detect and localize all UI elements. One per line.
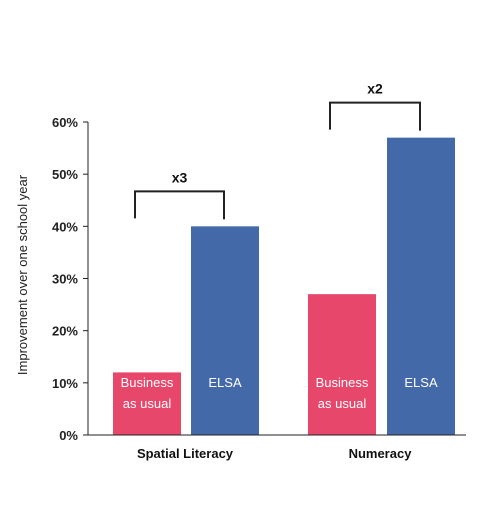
multiplier-annotation: x2 — [367, 81, 383, 97]
bars-layer — [113, 137, 455, 435]
bar-series-label: Business as usual — [121, 375, 174, 411]
y-tick-label: 60% — [52, 115, 78, 130]
y-tick-label: 30% — [52, 272, 78, 287]
y-ticks-layer: 0% 10% 20% 30% 40% 50% 60% — [52, 115, 88, 443]
bar-elsa-numeracy — [387, 137, 455, 435]
y-tick-label: 10% — [52, 376, 78, 391]
brackets-layer: x3 x2 — [134, 81, 421, 220]
bar-series-label: Business as usual — [316, 375, 369, 411]
y-tick-label: 0% — [59, 428, 78, 443]
comparison-bracket — [329, 101, 421, 131]
comparison-bracket — [134, 190, 225, 220]
y-axis-label: Improvement over one school year — [15, 174, 30, 375]
bar-series-label: ELSA — [404, 375, 438, 390]
category-label-spatial-literacy: Spatial Literacy — [137, 446, 234, 461]
bar-business-as-usual-numeracy — [308, 294, 376, 435]
bar-series-label: ELSA — [208, 375, 242, 390]
y-tick-label: 20% — [52, 324, 78, 339]
y-tick-label: 50% — [52, 167, 78, 182]
y-tick-label: 40% — [52, 219, 78, 234]
bar-business-as-usual-spatial-literacy — [113, 372, 181, 435]
multiplier-annotation: x3 — [172, 169, 188, 185]
bar-labels-layer: Business as usual ELSA Business as usual ELSA — [121, 375, 438, 411]
bar-elsa-spatial-literacy — [191, 226, 259, 435]
category-label-numeracy: Numeracy — [349, 446, 413, 461]
